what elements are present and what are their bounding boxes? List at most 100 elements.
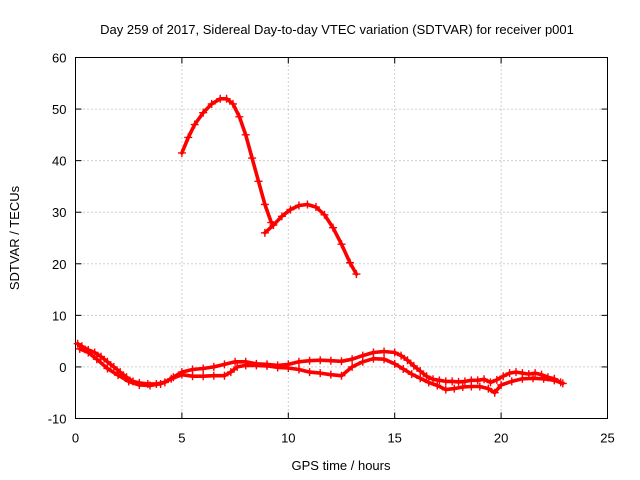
data-point-marker: [220, 360, 229, 369]
series-line: [75, 341, 563, 386]
data-point-marker: [433, 381, 442, 390]
data-point-marker: [507, 377, 516, 386]
data-point-marker: [397, 351, 406, 360]
data-point-marker: [316, 356, 325, 365]
data-point-marker: [145, 381, 154, 390]
data-point-marker: [177, 148, 186, 157]
data-point-marker: [511, 368, 520, 377]
data-point-marker: [473, 376, 482, 385]
data-point-marker: [316, 369, 325, 378]
y-tick-label: 30: [52, 205, 66, 220]
data-point-marker: [497, 380, 506, 389]
data-point-marker: [305, 356, 314, 365]
y-tick-labels: -10 0 10 20 30 40 50 60: [48, 51, 67, 427]
data-point-marker: [188, 372, 197, 381]
axis-ticks: [75, 57, 608, 419]
data-point-marker: [188, 365, 197, 374]
data-point-marker: [337, 371, 346, 380]
data-point-marker: [294, 357, 303, 366]
series-low-upper: [73, 339, 565, 388]
chart-title: Day 259 of 2017, Sidereal Day-to-day VTE…: [100, 22, 574, 37]
data-point-marker: [399, 364, 408, 373]
data-point-marker: [252, 361, 261, 370]
data-point-marker: [284, 363, 293, 372]
data-point-marker: [248, 154, 257, 163]
data-point-marker: [486, 378, 495, 387]
data-point-marker: [348, 355, 357, 364]
x-tick-label: 15: [387, 431, 401, 446]
data-point-marker: [441, 385, 450, 394]
x-tick-label: 0: [72, 431, 79, 446]
data-point-marker: [233, 362, 242, 371]
plot-frame: [75, 57, 608, 419]
data-point-marker: [103, 364, 112, 373]
data-point-marker: [435, 376, 444, 385]
x-tick-label: 25: [600, 431, 614, 446]
data-point-marker: [199, 364, 208, 373]
data-point-marker: [348, 362, 357, 371]
x-tick-label: 20: [494, 431, 508, 446]
data-point-marker: [114, 371, 123, 380]
data-point-marker: [190, 120, 199, 129]
data-point-marker: [558, 379, 567, 388]
data-point-marker: [73, 339, 82, 348]
y-tick-label: -10: [48, 412, 67, 427]
data-point-marker: [75, 344, 84, 353]
data-point-marker: [529, 374, 538, 383]
data-point-marker: [241, 130, 250, 139]
data-point-marker: [352, 270, 361, 279]
data-point-marker: [475, 382, 484, 391]
y-tick-label: 10: [52, 308, 66, 323]
data-point-marker: [167, 374, 176, 383]
data-point-marker: [337, 357, 346, 366]
data-point-marker: [390, 359, 399, 368]
data-point-marker: [269, 221, 278, 230]
data-point-marker: [207, 99, 216, 108]
y-tick-label: 50: [52, 102, 66, 117]
data-point-marker: [199, 108, 208, 117]
data-point-marker: [184, 133, 193, 142]
grid: [75, 57, 608, 419]
data-point-marker: [480, 375, 489, 384]
data-point-marker: [492, 375, 501, 384]
data-point-marker: [222, 94, 231, 103]
data-point-marker: [303, 200, 312, 209]
data-point-marker: [416, 367, 425, 376]
data-point-marker: [235, 112, 244, 121]
data-point-marker: [260, 200, 269, 209]
data-point-marker: [458, 383, 467, 392]
data-point-marker: [97, 352, 106, 361]
data-point-marker: [539, 374, 548, 383]
data-point-marker: [273, 363, 282, 372]
data-point-marker: [103, 357, 112, 366]
data-point-marker: [84, 348, 93, 357]
y-tick-label: 0: [59, 360, 66, 375]
data-point-marker: [337, 240, 346, 249]
data-point-marker: [209, 362, 218, 371]
data-point-marker: [294, 201, 303, 210]
data-point-marker: [467, 382, 476, 391]
data-point-marker: [109, 362, 118, 371]
x-tick-label: 10: [281, 431, 295, 446]
data-point-marker: [328, 223, 337, 232]
data-point-marker: [199, 372, 208, 381]
data-point-marker: [220, 371, 229, 380]
data-point-marker: [135, 380, 144, 389]
x-tick-labels: 0 5 10 15 20 25: [72, 431, 615, 446]
data-point-marker: [505, 369, 514, 378]
x-tick-label: 5: [178, 431, 185, 446]
data-point-marker: [429, 375, 438, 384]
data-point-marker: [226, 368, 235, 377]
x-axis-label: GPS time / hours: [292, 458, 391, 473]
data-point-marker: [409, 361, 418, 370]
series-line: [180, 97, 274, 225]
data-point-marker: [209, 371, 218, 380]
data-point-marker: [518, 374, 527, 383]
data-point-marker: [424, 378, 433, 387]
series-line: [263, 202, 359, 276]
data-point-marker: [260, 228, 269, 237]
data-point-marker: [241, 361, 250, 370]
data-point-marker: [484, 384, 493, 393]
y-axis-label: SDTVAR / TECUs: [7, 185, 22, 290]
